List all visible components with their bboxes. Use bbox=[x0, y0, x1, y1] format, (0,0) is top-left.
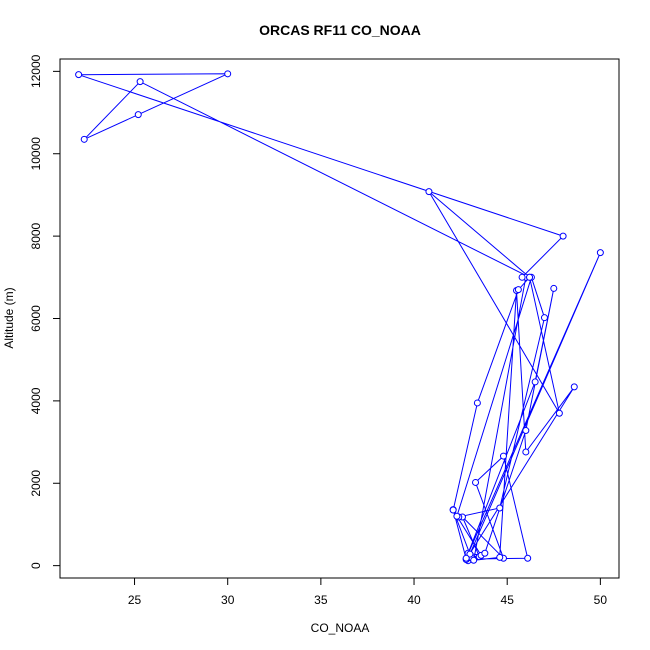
x-axis-label: CO_NOAA bbox=[311, 621, 370, 635]
data-point bbox=[596, 249, 604, 257]
data-point bbox=[559, 232, 567, 240]
data-point bbox=[524, 554, 532, 562]
data-point bbox=[518, 273, 526, 281]
data-point bbox=[481, 549, 489, 557]
series-line bbox=[78, 73, 601, 562]
y-tick-label: 10000 bbox=[29, 137, 43, 171]
data-point bbox=[496, 553, 504, 561]
data-point bbox=[531, 378, 539, 386]
x-tick-label: 35 bbox=[314, 593, 328, 607]
y-axis-label: Altitude (m) bbox=[2, 287, 16, 348]
y-tick-label: 0 bbox=[29, 562, 43, 569]
x-tick-label: 25 bbox=[128, 593, 142, 607]
data-point bbox=[550, 284, 558, 292]
data-point bbox=[540, 314, 548, 322]
data-point bbox=[522, 427, 530, 435]
data-point bbox=[496, 504, 504, 512]
y-tick-label: 12000 bbox=[29, 54, 43, 88]
data-point bbox=[499, 452, 507, 460]
data-point bbox=[136, 78, 144, 86]
data-point bbox=[526, 273, 534, 281]
data-point bbox=[473, 399, 481, 407]
y-tick-label: 4000 bbox=[29, 387, 43, 414]
data-point bbox=[425, 188, 433, 196]
plot-frame bbox=[59, 58, 620, 579]
data-point bbox=[134, 111, 142, 119]
data-series bbox=[75, 70, 604, 565]
data-point bbox=[555, 409, 563, 417]
data-point bbox=[453, 512, 461, 520]
data-point bbox=[472, 478, 480, 486]
y-tick-label: 2000 bbox=[29, 470, 43, 497]
y-axis: 0 2000 4000 6000 8000 10000 12000 bbox=[29, 54, 60, 569]
data-point bbox=[75, 71, 83, 79]
data-point bbox=[462, 554, 470, 562]
x-tick-label: 45 bbox=[501, 593, 515, 607]
data-point bbox=[522, 448, 530, 456]
data-point bbox=[514, 286, 522, 294]
chart-title: ORCAS RF11 CO_NOAA bbox=[259, 22, 421, 38]
x-tick-label: 40 bbox=[407, 593, 421, 607]
x-tick-label: 30 bbox=[221, 593, 235, 607]
data-point bbox=[449, 506, 457, 514]
y-tick-label: 6000 bbox=[29, 305, 43, 332]
x-axis: 25 30 35 40 45 50 bbox=[128, 578, 608, 607]
y-tick-label: 8000 bbox=[29, 222, 43, 249]
data-point bbox=[224, 70, 232, 78]
data-point bbox=[80, 135, 88, 143]
data-point bbox=[470, 556, 478, 564]
data-point bbox=[570, 383, 578, 391]
x-tick-label: 50 bbox=[594, 593, 608, 607]
